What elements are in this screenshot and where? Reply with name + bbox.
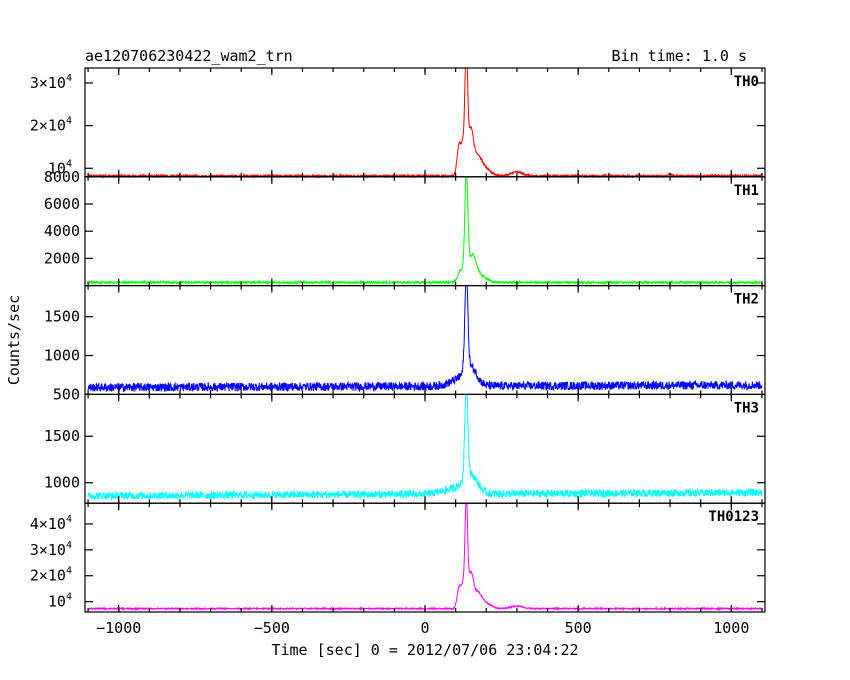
y-tick-label: 6000 xyxy=(44,195,80,213)
y-tick-label: 4×104 xyxy=(30,514,72,533)
panel-frame-th2 xyxy=(84,285,766,396)
source-title: ae120706230422_wam2_trn xyxy=(85,47,293,65)
channel-label-th2: TH2 xyxy=(734,292,759,308)
panel-frame-th0123 xyxy=(84,502,766,613)
x-tick-label: 0 xyxy=(420,619,429,637)
panel-frame-th3 xyxy=(84,393,766,504)
x-tick-label: 500 xyxy=(565,619,592,637)
y-tick-label: 8000 xyxy=(44,168,80,186)
y-tick-label: 104 xyxy=(48,592,72,611)
series-line-th0123 xyxy=(87,502,763,612)
panel-frame-th1 xyxy=(84,176,766,287)
y-axis-title: Counts/sec xyxy=(5,295,23,385)
channel-label-th0123: TH0123 xyxy=(708,509,759,525)
panels: TH03×1042×1041048000TH1200040006000TH250… xyxy=(30,67,766,637)
y-tick-label: 500 xyxy=(53,385,80,403)
x-tick-label: −500 xyxy=(254,619,290,637)
series-line-th2 xyxy=(87,285,763,393)
series-line-th1 xyxy=(87,176,763,286)
x-tick-label: 1000 xyxy=(713,619,749,637)
series-line-th3 xyxy=(87,393,763,502)
y-tick-label: 1000 xyxy=(44,474,80,492)
y-tick-label: 2×104 xyxy=(30,116,72,135)
y-tick-label: 104 xyxy=(48,158,72,177)
y-tick-label: 2000 xyxy=(44,249,80,267)
y-tick-label: 3×104 xyxy=(30,540,72,559)
x-axis-title: Time [sec] 0 = 2012/07/06 23:04:22 xyxy=(271,641,578,659)
y-tick-label: 1500 xyxy=(44,427,80,445)
y-tick-label: 4000 xyxy=(44,222,80,240)
x-tick-label: −1000 xyxy=(96,619,141,637)
series-line-th0 xyxy=(87,67,763,179)
y-tick-label: 2×104 xyxy=(30,566,72,585)
panel-frame-th0 xyxy=(84,67,766,178)
y-tick-label: 3×104 xyxy=(30,73,72,92)
channel-label-th0: TH0 xyxy=(734,74,759,90)
y-tick-label: 1500 xyxy=(44,308,80,326)
bin-time-label: Bin time: 1.0 s xyxy=(612,47,747,65)
channel-label-th3: TH3 xyxy=(734,400,759,416)
y-tick-label: 1000 xyxy=(44,347,80,365)
channel-label-th1: TH1 xyxy=(734,183,759,199)
